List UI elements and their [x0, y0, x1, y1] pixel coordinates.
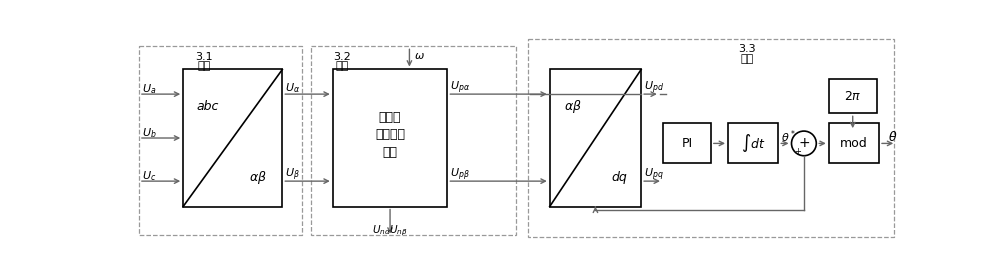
Text: $\theta^*$: $\theta^*$	[781, 128, 796, 145]
Text: 谐波分量: 谐波分量	[375, 128, 405, 141]
Text: 基波与: 基波与	[379, 111, 401, 124]
Text: $\omega$: $\omega$	[414, 51, 425, 61]
Text: 模块: 模块	[197, 62, 211, 71]
Bar	[183, 69, 282, 207]
Text: 3.1: 3.1	[195, 52, 213, 62]
Text: +: +	[794, 147, 801, 156]
Text: $U_c$: $U_c$	[142, 169, 156, 183]
Text: $\alpha\beta$: $\alpha\beta$	[564, 98, 582, 115]
Text: $U_b$: $U_b$	[142, 126, 157, 140]
Text: +: +	[798, 136, 810, 150]
Text: 模块: 模块	[335, 62, 349, 71]
Bar	[528, 39, 894, 237]
Text: $\theta$: $\theta$	[888, 130, 898, 144]
Text: $U_{\beta}$: $U_{\beta}$	[285, 167, 300, 183]
Bar	[829, 79, 877, 113]
Text: dq: dq	[612, 171, 627, 184]
Text: $U_{p\beta}$: $U_{p\beta}$	[450, 167, 470, 183]
Text: $U_a$: $U_a$	[142, 82, 156, 96]
Text: PI: PI	[681, 137, 692, 150]
Text: $U_{pq}$: $U_{pq}$	[644, 167, 664, 183]
Bar	[333, 69, 447, 207]
Bar	[550, 69, 641, 207]
Text: abc: abc	[197, 100, 219, 113]
Text: 3.2: 3.2	[333, 52, 351, 62]
Text: $U_{pd}$: $U_{pd}$	[644, 80, 664, 96]
Text: $\int dt$: $\int dt$	[741, 133, 765, 154]
Text: $U_{\alpha}$: $U_{\alpha}$	[285, 81, 301, 95]
Text: 3.3: 3.3	[739, 44, 756, 54]
Text: $2\pi$: $2\pi$	[844, 89, 862, 102]
Bar	[829, 123, 879, 163]
Bar	[139, 46, 302, 235]
Bar	[311, 46, 516, 235]
Text: 模块: 模块	[741, 54, 754, 64]
Text: $\alpha\beta$: $\alpha\beta$	[249, 169, 266, 186]
Text: mod: mod	[840, 137, 868, 150]
Text: $U_{p\alpha}$: $U_{p\alpha}$	[450, 80, 471, 96]
Bar	[663, 123, 711, 163]
Text: 分离: 分离	[383, 146, 398, 159]
Text: $U_{n\alpha}U_{n\beta}$: $U_{n\alpha}U_{n\beta}$	[372, 224, 408, 238]
Bar	[728, 123, 778, 163]
